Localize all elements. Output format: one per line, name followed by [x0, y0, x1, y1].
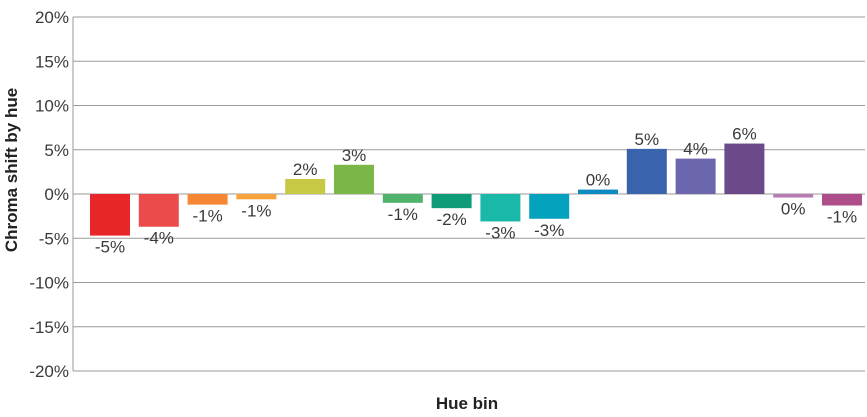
- y-tick-label: 20%: [35, 8, 69, 27]
- bar: [578, 189, 618, 194]
- bar: [90, 194, 130, 236]
- bar: [334, 164, 374, 194]
- data-label: -5%: [95, 238, 125, 257]
- y-tick-label: 0%: [44, 185, 69, 204]
- y-tick-label: -15%: [29, 318, 69, 337]
- y-tick-label: -10%: [29, 274, 69, 293]
- data-labels: -5% -4% -1% -1% 2% 3% -1% -2% -3% -3% 0% 5% 4% 6% 0% -1…: [95, 125, 857, 257]
- data-label: -2%: [436, 210, 466, 229]
- data-label: -3%: [534, 221, 564, 240]
- y-tick-label: 5%: [44, 141, 69, 160]
- bar: [626, 148, 667, 194]
- bars: [90, 143, 862, 236]
- y-tick-label: -5%: [39, 229, 69, 248]
- data-label: -1%: [388, 205, 418, 224]
- data-label: 3%: [342, 146, 367, 165]
- data-label: -1%: [192, 207, 222, 226]
- data-label: -3%: [485, 223, 515, 242]
- bar: [431, 194, 472, 209]
- y-tick-label: 15%: [35, 52, 69, 71]
- data-label: 2%: [293, 160, 318, 179]
- bar: [382, 194, 423, 203]
- y-axis-title: Chroma shift by hue: [2, 88, 21, 252]
- y-axis-tick-labels: 20% 15% 10% 5% 0% -5% -10% -15% -20%: [29, 8, 69, 381]
- bar: [675, 158, 716, 194]
- bar: [724, 143, 765, 194]
- data-label: 6%: [732, 125, 757, 144]
- bar: [773, 194, 814, 198]
- bar: [822, 194, 862, 206]
- bar: [529, 194, 570, 219]
- bar: [187, 194, 228, 205]
- bar: [236, 194, 277, 200]
- y-tick-label: 10%: [35, 97, 69, 116]
- data-label: 0%: [586, 171, 611, 190]
- bar: [480, 194, 521, 222]
- data-label: -1%: [241, 201, 271, 220]
- data-label: -4%: [144, 229, 174, 248]
- y-tick-label: -20%: [29, 362, 69, 381]
- data-label: 0%: [781, 200, 806, 219]
- data-label: 4%: [683, 140, 708, 159]
- x-axis-title: Hue bin: [436, 394, 498, 413]
- data-label: 5%: [635, 130, 660, 149]
- bar: [138, 194, 179, 227]
- bar: [285, 178, 326, 194]
- data-label: -1%: [827, 208, 857, 227]
